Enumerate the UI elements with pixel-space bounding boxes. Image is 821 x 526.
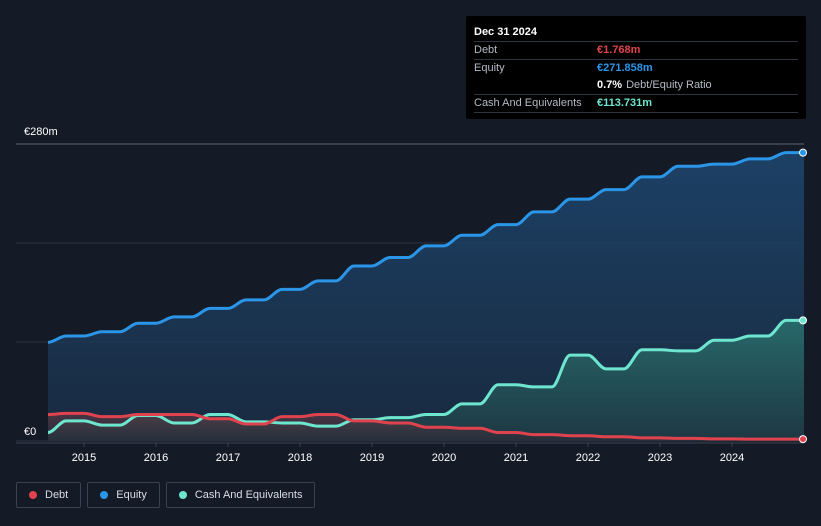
tooltip-ratio-label: Debt/Equity Ratio: [626, 79, 712, 91]
x-tick-label: 2017: [216, 452, 240, 464]
x-tick-label: 2016: [144, 452, 168, 464]
tooltip-row-cash: Cash And Equivalents €113.731m: [474, 94, 798, 113]
tooltip-equity-label: Equity: [474, 62, 505, 74]
y-axis: €0 €280m: [24, 126, 58, 438]
legend: Debt Equity Cash And Equivalents: [16, 482, 316, 510]
cash-and-equivalents-line: [47, 318, 804, 435]
legend-item-debt[interactable]: Debt: [16, 482, 82, 508]
x-tick-label: 2024: [720, 452, 744, 464]
legend-equity-label: Equity: [116, 489, 147, 501]
x-tick-label: 2021: [504, 452, 528, 464]
cash-dot-icon: [178, 491, 187, 499]
x-tick-label: 2022: [576, 452, 600, 464]
x-tick-label: 2019: [360, 452, 384, 464]
debt-dot-icon: [29, 491, 37, 499]
tooltip-equity-value: €271.858m: [597, 62, 653, 74]
y-tick-label: €280m: [24, 126, 58, 138]
debt-endpoint: [799, 435, 807, 444]
tooltip-cash-label: Cash And Equivalents: [474, 97, 582, 109]
x-tick-label: 2020: [432, 452, 456, 464]
tooltip-row-debt: Debt €1.768m: [474, 41, 798, 59]
cash-and-equivalents-endpoint: [799, 316, 807, 325]
x-tick-label: 2015: [72, 452, 96, 464]
legend-cash-label: Cash And Equivalents: [194, 489, 303, 501]
equity-endpoint: [799, 148, 807, 157]
cash-and-equivalents-area: [48, 320, 804, 441]
tooltip-row-equity: Equity €271.858m: [474, 59, 798, 77]
tooltip-row-ratio: 0.7% Debt/Equity Ratio: [474, 77, 798, 94]
debt-area: [48, 413, 804, 441]
x-axis: 2015 2016 2017 2018 2019 2020 2021 2022 2023 2024: [72, 443, 744, 464]
series-endpoints: [799, 148, 807, 444]
series-lines: [47, 151, 804, 441]
equity-dot-icon: [100, 491, 109, 499]
tooltip-date: Dec 31 2024: [474, 26, 537, 38]
tooltip-debt-value: €1.768m: [597, 44, 641, 56]
x-tick-label: 2023: [648, 452, 672, 464]
tooltip: Dec 31 2024 Debt €1.768m Equity €271.858…: [466, 16, 806, 119]
legend-item-equity[interactable]: Equity: [87, 482, 160, 508]
x-tick-label: 2018: [288, 452, 312, 464]
series-areas: [48, 152, 804, 441]
tooltip-cash-value: €113.731m: [597, 97, 653, 109]
y-tick-label: €0: [24, 426, 36, 438]
tooltip-debt-label: Debt: [474, 44, 498, 56]
tooltip-ratio-value: 0.7%: [597, 79, 623, 91]
legend-debt-label: Debt: [45, 489, 69, 501]
debt-line: [47, 411, 804, 441]
equity-line: [47, 151, 804, 344]
legend-item-cash[interactable]: Cash And Equivalents: [165, 482, 316, 508]
